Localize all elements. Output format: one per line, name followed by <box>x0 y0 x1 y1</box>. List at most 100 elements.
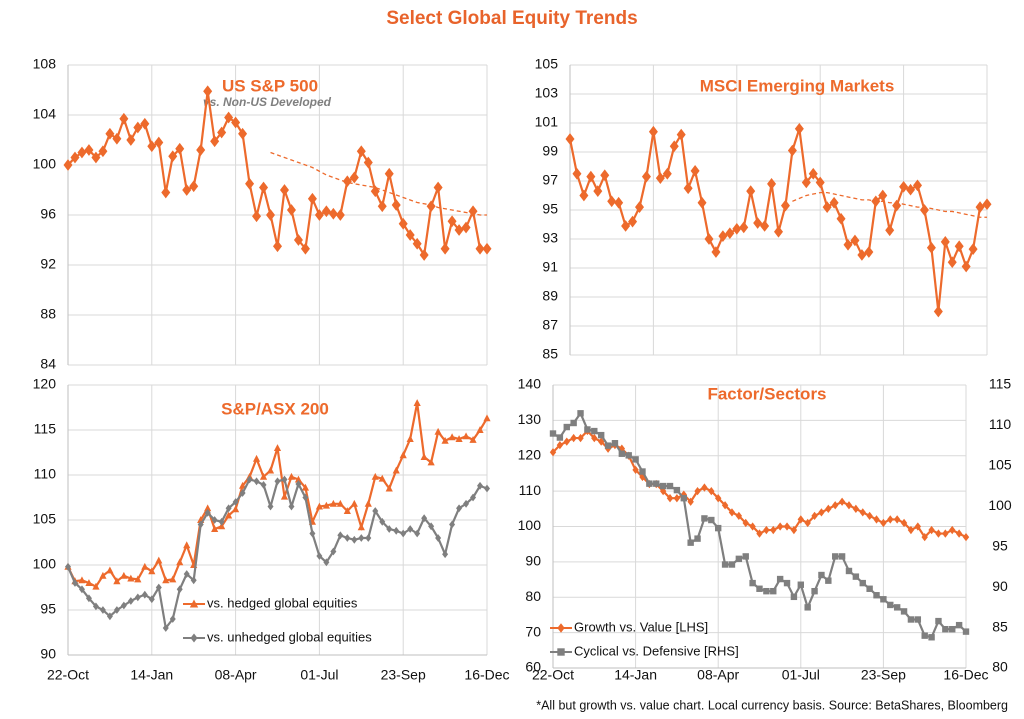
marker <box>435 534 442 542</box>
marker <box>483 414 491 422</box>
marker <box>377 200 387 213</box>
marker <box>78 576 86 584</box>
chart: 85 87 89 91 93 95 97 99 101 103 105 MSCI Emerging M… <box>535 56 992 362</box>
y-tick-label: 101 <box>535 114 559 130</box>
marker <box>570 419 577 427</box>
marker <box>406 435 414 442</box>
marker <box>586 170 596 183</box>
marker <box>572 167 582 180</box>
marker <box>563 423 570 431</box>
marker <box>365 534 372 542</box>
marker <box>632 456 639 463</box>
marker <box>549 448 557 457</box>
y2-tick-label: 85 <box>992 618 1008 634</box>
series-line <box>792 191 987 218</box>
marker <box>371 472 379 480</box>
marker <box>921 532 928 542</box>
marker <box>760 220 770 232</box>
marker <box>141 562 149 570</box>
y-tick-label: 110 <box>519 482 542 498</box>
x-tick-label: 14-Jan <box>614 667 657 683</box>
legend-item: Cyclical vs. Defensive [RHS] <box>550 643 739 658</box>
marker <box>427 458 435 466</box>
y-tick-label: 130 <box>518 411 542 427</box>
y-tick-label: 70 <box>525 623 541 639</box>
marker <box>204 508 211 517</box>
series <box>63 85 492 261</box>
marker <box>866 511 873 521</box>
marker <box>434 427 442 435</box>
marker <box>463 499 470 508</box>
marker <box>907 525 915 535</box>
marker <box>113 606 120 614</box>
legend-label: vs. unhedged global equities <box>207 629 372 644</box>
marker <box>940 236 950 248</box>
series-line <box>67 91 487 259</box>
marker <box>763 587 770 595</box>
marker <box>694 486 701 496</box>
marker <box>878 189 888 202</box>
marker <box>597 431 605 439</box>
marker <box>962 628 970 635</box>
marker <box>260 481 267 489</box>
x-tick-label: 23-Sep <box>381 667 426 683</box>
marker <box>666 494 674 503</box>
marker <box>203 85 213 98</box>
marker <box>231 116 241 129</box>
legend-item: vs. hedged global equities <box>183 595 358 610</box>
y-tick-label: 96 <box>40 206 56 222</box>
marker <box>336 499 344 507</box>
y-tick-label: 95 <box>40 601 56 617</box>
marker <box>735 511 743 521</box>
marker <box>196 144 206 156</box>
marker <box>697 196 707 209</box>
marker <box>357 523 365 531</box>
marker <box>78 585 85 594</box>
marker <box>593 185 603 197</box>
marker <box>659 482 667 490</box>
y-tick-label: 120 <box>518 446 542 462</box>
marker <box>259 472 268 480</box>
y-tick-label: 115 <box>34 421 57 437</box>
marker <box>859 508 866 517</box>
marker <box>407 525 414 533</box>
marker <box>274 477 281 486</box>
marker <box>183 570 190 578</box>
series <box>64 399 491 590</box>
marker <box>715 494 722 503</box>
marker <box>648 125 658 138</box>
y-tick-label: 97 <box>542 172 558 188</box>
marker <box>718 230 728 242</box>
marker <box>811 511 818 521</box>
marker <box>372 507 379 515</box>
marker <box>211 516 218 524</box>
marker <box>92 602 99 611</box>
marker <box>120 571 128 579</box>
marker <box>850 234 860 247</box>
marker <box>307 192 317 205</box>
y-tick-label: 60 <box>525 659 541 675</box>
marker <box>708 486 715 496</box>
marker <box>780 199 790 212</box>
marker <box>428 522 435 531</box>
marker <box>475 242 485 255</box>
marker <box>721 561 729 568</box>
marker <box>294 475 303 483</box>
marker <box>549 430 557 437</box>
marker <box>556 434 564 441</box>
chart-title: MSCI Emerging Markets <box>700 76 895 95</box>
marker <box>926 241 936 254</box>
marker <box>413 399 421 406</box>
marker <box>398 217 408 230</box>
marker <box>99 571 107 579</box>
marker <box>843 238 853 251</box>
marker <box>63 159 73 171</box>
marker <box>99 606 106 614</box>
y-tick-label: 120 <box>33 376 57 392</box>
marker <box>204 504 212 512</box>
marker <box>687 539 694 546</box>
marker <box>330 547 337 556</box>
marker <box>669 140 679 153</box>
